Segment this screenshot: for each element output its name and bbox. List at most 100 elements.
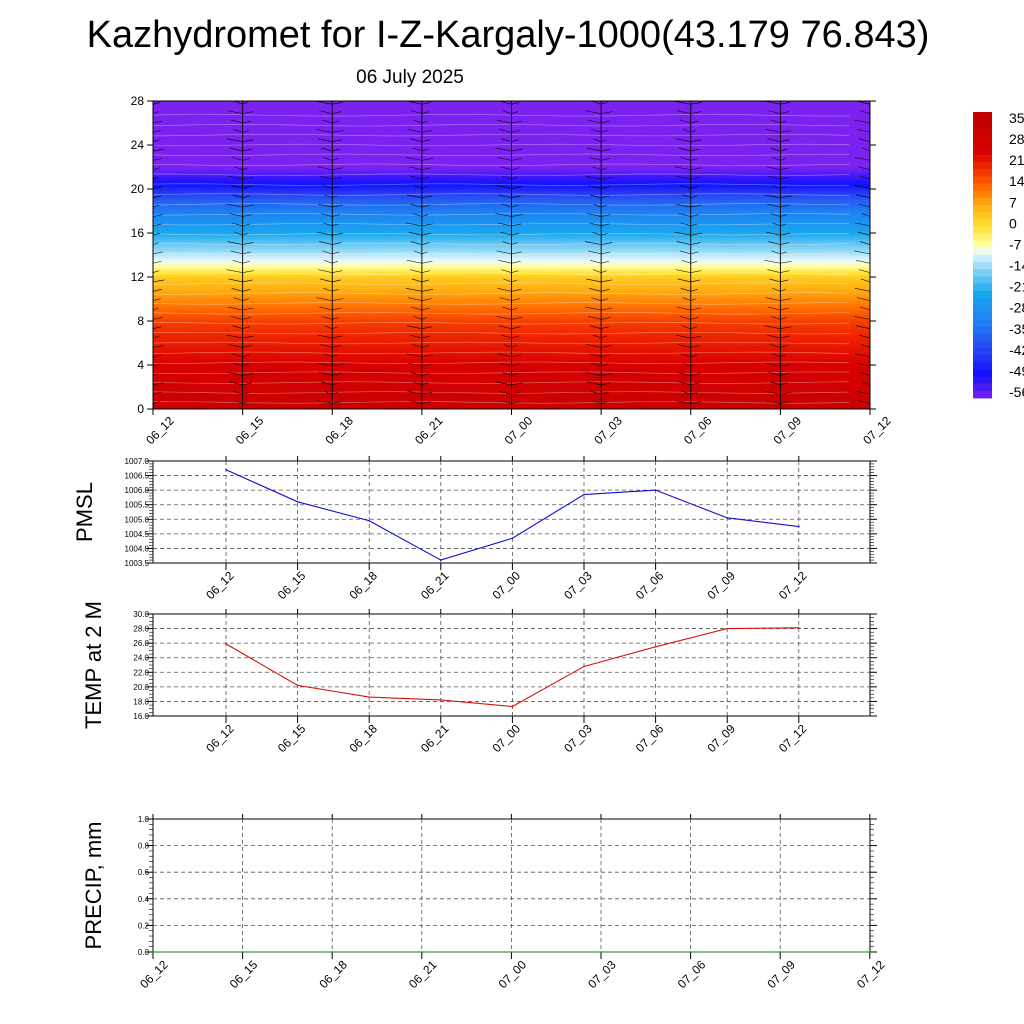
y-tick-label: 18.0: [133, 697, 149, 706]
x-tick-label: 07_00: [496, 957, 530, 991]
x-tick-label: 07_09: [704, 568, 738, 602]
colorbar-label: -21: [1009, 279, 1024, 295]
heatmap-x-tick-label: 07_03: [591, 413, 625, 447]
x-tick-label: 06_12: [203, 721, 237, 755]
y-tick-label: 1007.0: [125, 457, 150, 466]
colorbar-swatch: [973, 154, 992, 163]
y-tick-label: 0.8: [138, 842, 150, 851]
y-tick-label: 1004.5: [125, 530, 150, 539]
precip-panel: 0.0 0.2 0.4 0.6 0.8 1.0 06_12 06_15 06_18 06_21 07…: [81, 814, 888, 991]
colorbar-swatch: [973, 333, 992, 342]
temperature-colorbar: 35 28 21 14 7 0 -7 -14 -21 -28 -35 -42 -49 -56: [973, 110, 1024, 400]
series-point: [869, 951, 871, 953]
series-point: [368, 696, 371, 698]
series-point: [241, 951, 244, 953]
colorbar-swatch: [973, 319, 992, 327]
colorbar-swatch: [973, 255, 992, 263]
y-tick-label: 16.0: [133, 712, 149, 721]
colorbar-label: 14: [1009, 173, 1024, 189]
colorbar-label: 28: [1009, 131, 1024, 147]
x-tick-label: 06_18: [316, 957, 350, 991]
colorbar-swatch: [973, 126, 992, 134]
heatmap-x-tick-label: 06_15: [233, 413, 267, 447]
y-tick-label: 1006.0: [125, 486, 150, 495]
series-point: [331, 951, 334, 953]
colorbar-swatch: [973, 376, 992, 385]
x-tick-label: 07_12: [776, 568, 810, 602]
y-tick-label: 1005.0: [125, 515, 150, 524]
x-tick-label: 06_21: [418, 721, 452, 755]
colorbar-label: -42: [1009, 342, 1024, 358]
colorbar-swatch: [973, 197, 992, 206]
colorbar-swatch: [973, 262, 992, 270]
series-point: [600, 951, 602, 953]
heatmap-y-tick-label: 8: [137, 314, 144, 328]
colorbar-swatch: [973, 269, 992, 277]
colorbar-label: -35: [1009, 321, 1024, 337]
x-tick-label: 07_06: [633, 721, 667, 755]
colorbar-swatch: [973, 169, 992, 177]
colorbar-label: 7: [1009, 194, 1017, 210]
x-tick-label: 07_12: [854, 957, 888, 991]
colorbar-swatch: [973, 162, 992, 170]
heatmap-x-tick-label: 07_00: [502, 413, 536, 447]
y-tick-label: 22.0: [133, 668, 149, 677]
series-point: [654, 645, 657, 648]
colorbar-swatch: [973, 369, 992, 377]
heatmap-y-tick-label: 0: [137, 402, 144, 416]
colorbar-swatch: [973, 390, 992, 399]
wind-barb-column: [226, 101, 254, 409]
heatmap-x-tick-label: 06_18: [322, 413, 356, 447]
colorbar-label: -14: [1009, 258, 1024, 274]
series-point: [440, 559, 442, 561]
x-tick-label: 07_00: [490, 568, 524, 602]
series-point: [726, 627, 728, 630]
y-tick-label: 0.4: [138, 895, 150, 904]
wind-barb-column: [495, 101, 523, 409]
x-tick-label: 06_21: [406, 957, 440, 991]
wind-barb-column: [585, 101, 613, 409]
colorbar-swatch: [973, 276, 992, 284]
x-tick-label: 07_03: [561, 721, 595, 755]
colorbar-label: -7: [1009, 236, 1022, 252]
heatmap-x-tick-label: 06_21: [412, 413, 446, 447]
y-axis-label: PRECIP, mm: [81, 822, 106, 950]
colorbar-label: -56: [1009, 384, 1024, 400]
series-point: [296, 684, 299, 687]
heatmap-y-tick-label: 16: [131, 226, 145, 240]
y-tick-label: 0.0: [138, 948, 150, 957]
plot-frame: [152, 460, 871, 564]
series-point: [440, 699, 442, 701]
series-point: [798, 627, 800, 629]
series-point: [368, 519, 371, 522]
colorbar-swatch: [973, 147, 992, 156]
series-point: [421, 951, 423, 953]
x-tick-label: 07_03: [585, 957, 619, 991]
wind-barb-column: [405, 101, 434, 409]
colorbar-swatch: [973, 305, 992, 313]
wind-barb-column: [153, 101, 165, 409]
colorbar-swatch: [973, 355, 992, 363]
colorbar-swatch: [973, 240, 992, 249]
colorbar-swatch: [973, 340, 992, 349]
series-point: [583, 665, 585, 668]
y-axis-label: PMSL: [72, 482, 97, 542]
y-tick-label: 0.2: [138, 921, 150, 930]
colorbar-swatch: [973, 119, 992, 127]
series-point: [583, 493, 585, 496]
heatmap-x-tick-label: 07_12: [860, 413, 894, 447]
heatmap-y-tick-label: 12: [131, 270, 145, 284]
heatmap-y-tick-label: 28: [131, 94, 145, 108]
wind-barb-column: [764, 101, 792, 409]
y-tick-label: 1.0: [138, 815, 150, 824]
figure-subtitle: 06 July 2025: [356, 67, 464, 88]
colorbar-swatch: [973, 112, 992, 120]
temperature-cross-section: 0 4 8 12 16 20 24 28 06_12 06_15 06_18 06_21 07_00 07…: [131, 94, 894, 447]
x-tick-label: 07_09: [704, 721, 738, 755]
x-tick-label: 06_18: [346, 568, 380, 602]
colorbar-swatch: [973, 290, 992, 299]
heatmap-x-tick-label: 07_06: [681, 413, 715, 447]
series-point: [654, 489, 657, 491]
heatmap-y-tick-label: 20: [131, 182, 145, 196]
y-tick-label: 1005.5: [125, 501, 150, 510]
